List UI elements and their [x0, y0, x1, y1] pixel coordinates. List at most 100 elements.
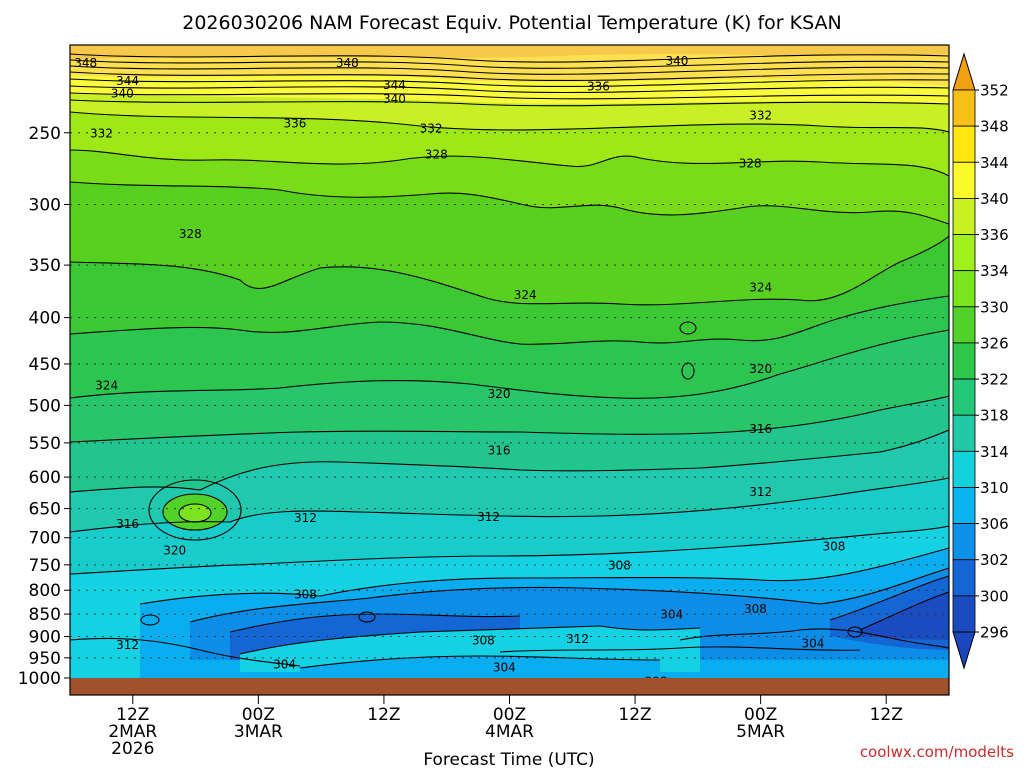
- contour-label: 312: [477, 510, 500, 524]
- contour-line: [70, 71, 949, 82]
- contour-line: [162, 493, 228, 531]
- contour-line: [189, 567, 949, 623]
- colorbar-swatch: [952, 197, 976, 235]
- contour-label: 340: [665, 54, 688, 68]
- colorbar-label: 306: [980, 515, 1009, 533]
- contour-line: [70, 429, 949, 493]
- contour-line: [70, 329, 949, 399]
- contour-line: [70, 295, 949, 345]
- contour-label: 328: [739, 157, 762, 171]
- contour-label: 304: [660, 608, 683, 622]
- contour-label: 320: [488, 387, 511, 401]
- contour-line: [70, 53, 949, 63]
- y-tick-label: 350: [29, 256, 61, 276]
- contour-line: [70, 65, 949, 75]
- x-tick-label: 12Z: [618, 705, 651, 725]
- contour-label: 308: [608, 558, 631, 572]
- y-tick-label: 700: [29, 529, 61, 549]
- colorbar-label: 300: [980, 587, 1009, 605]
- y-tick-label: 400: [29, 309, 61, 329]
- contour-line: [70, 181, 949, 225]
- contour-line: [499, 646, 861, 653]
- contour-line: [70, 92, 949, 100]
- contour-label: 324: [514, 288, 537, 302]
- colorbar-swatch: [952, 450, 976, 488]
- contour-line: [70, 477, 949, 533]
- colorbar-swatch: [952, 378, 976, 416]
- x-tick-label: 12Z: [116, 705, 149, 725]
- colorbar-swatch: [952, 559, 976, 597]
- colorbar-swatch: [952, 342, 976, 380]
- colorbar-top-arrow: [952, 52, 976, 91]
- ground-strip: [70, 678, 949, 695]
- band-fill: [179, 504, 211, 522]
- colorbar-bottom-arrow: [952, 631, 976, 670]
- x-tick-label: 3MAR: [234, 722, 283, 742]
- contour-label: 316: [749, 422, 772, 436]
- contour-label: 304: [802, 637, 825, 651]
- contour-label: 320: [163, 543, 186, 557]
- contour-line: [70, 85, 949, 94]
- contour-label: 304: [493, 660, 516, 674]
- band-fill: [860, 592, 949, 640]
- contour-label: 308: [472, 634, 495, 648]
- colorbar-label: 334: [980, 262, 1009, 280]
- contour-line: [140, 614, 160, 626]
- colorbar-label: 352: [980, 82, 1009, 100]
- x-tick-label: 2MAR: [108, 722, 157, 742]
- y-tick-label: 300: [29, 195, 61, 215]
- band-fill: [300, 656, 660, 678]
- contour-line: [70, 525, 949, 575]
- colorbar-label: 302: [980, 551, 1009, 569]
- colorbar-label: 310: [980, 479, 1009, 497]
- x-tick-label: 12Z: [367, 705, 400, 725]
- y-tick-label: 900: [29, 628, 61, 648]
- band-fill: [70, 45, 949, 60]
- contour-label: 332: [420, 122, 443, 136]
- colorbar-label: 322: [980, 371, 1009, 389]
- contour-line: [70, 395, 949, 443]
- colorbar-swatch: [952, 306, 976, 344]
- contour-line: [679, 321, 697, 335]
- colorbar-swatch: [952, 487, 976, 525]
- chart-title: 2026030206 NAM Forecast Equiv. Potential…: [182, 12, 841, 34]
- contour-label: 308: [822, 540, 845, 554]
- contour-line: [70, 99, 949, 107]
- contour-label: 328: [179, 227, 202, 241]
- contour-label: 312: [749, 485, 772, 499]
- contour-line: [681, 362, 695, 380]
- contour-label: 348: [74, 56, 97, 70]
- colorbar-swatch: [952, 234, 976, 272]
- colorbar-label: 330: [980, 298, 1009, 316]
- y-tick-label: 800: [29, 581, 61, 601]
- contour-label: 308: [744, 602, 767, 616]
- contour-line: [70, 78, 949, 88]
- contour-label: 304: [273, 657, 296, 671]
- colorbar-label: 318: [980, 407, 1009, 425]
- contour-label: 324: [749, 280, 772, 294]
- y-tick-label: 850: [29, 605, 61, 625]
- y-tick-label: 600: [29, 468, 61, 488]
- x-tick-label: 00Z: [242, 705, 275, 725]
- colorbar-swatch: [952, 595, 976, 633]
- y-tick-label: 550: [29, 434, 61, 454]
- colorbar-swatch: [952, 125, 976, 163]
- colorbar-label: 344: [980, 154, 1009, 172]
- y-tick-label: 950: [29, 649, 61, 669]
- colorbar-label: 326: [980, 334, 1009, 352]
- colorbar-label: 348: [980, 118, 1009, 136]
- y-tick-label: 500: [29, 396, 61, 416]
- contour-label: 308: [645, 675, 668, 689]
- y-tick-label: 450: [29, 355, 61, 375]
- colorbar-swatch: [952, 414, 976, 452]
- contour-label: 332: [90, 126, 113, 140]
- colorbar-swatch: [952, 523, 976, 561]
- contour-label: 340: [111, 87, 134, 101]
- contour-line: [70, 59, 949, 69]
- contour-label: 316: [116, 517, 139, 531]
- contour-line: [139, 547, 949, 605]
- contour-line: [299, 655, 661, 669]
